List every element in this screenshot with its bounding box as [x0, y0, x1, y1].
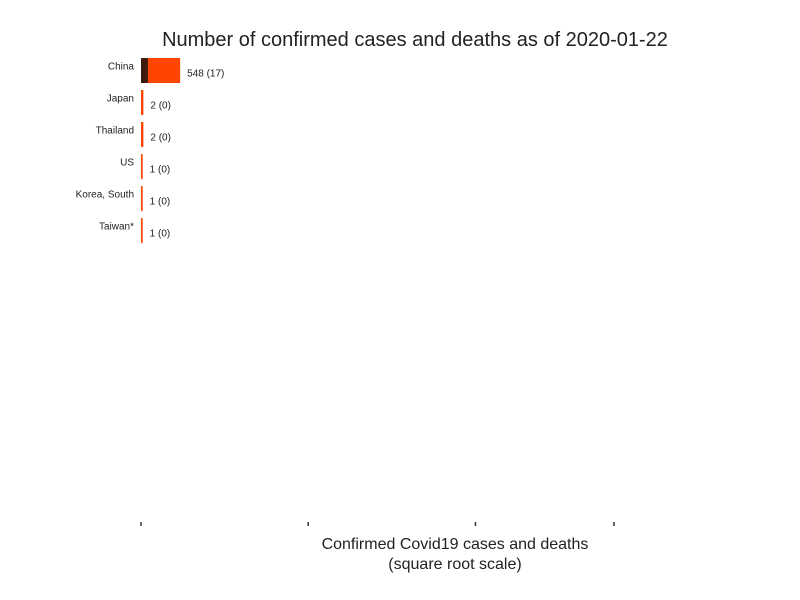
cases-bar [141, 122, 144, 147]
cases-bar [141, 154, 143, 179]
bar-value-label: 2 (0) [150, 133, 171, 144]
bar-value-label: 2 (0) [150, 101, 171, 112]
chart-title: Number of confirmed cases and deaths as … [162, 29, 668, 51]
cases-bar [141, 90, 144, 115]
category-label: China [108, 62, 135, 73]
category-label: US [120, 158, 134, 169]
bar-value-label: 548 (17) [187, 69, 224, 80]
category-label: Korea, South [76, 190, 134, 201]
x-axis-label: Confirmed Covid19 cases and deaths [322, 536, 589, 553]
category-label: Japan [107, 94, 134, 105]
cases-bar [141, 186, 143, 211]
category-label: Taiwan* [99, 222, 134, 233]
deaths-bar [141, 58, 148, 83]
x-axis-scale-note: (square root scale) [388, 556, 521, 573]
plot-area: China 548 (17) Japan 2 (0) Thailand 2 (0) US 1 … [76, 58, 224, 243]
category-label: Thailand [96, 126, 134, 137]
bar-value-label: 1 (0) [150, 165, 171, 176]
bar-value-label: 1 (0) [150, 229, 171, 240]
cases-bar [141, 218, 143, 243]
bar-value-label: 1 (0) [150, 197, 171, 208]
x-axis [140, 522, 615, 526]
